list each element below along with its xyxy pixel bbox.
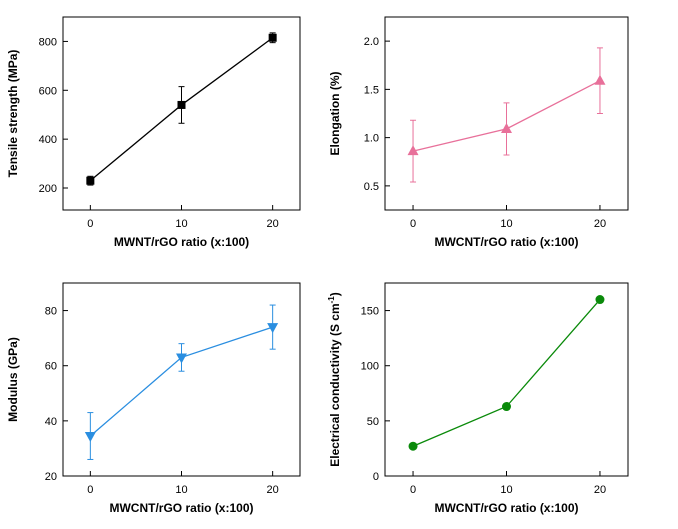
chart-panel-4: 0 10 20 0 50 100 150 MWCNT/rGO ratio (x:100) Ele… — [327, 282, 629, 515]
x-tick-label: 10 — [175, 484, 187, 496]
data-point — [177, 100, 186, 109]
x-tick-label: 0 — [410, 484, 416, 496]
y-tick-label: 2.0 — [364, 36, 379, 48]
data-point — [408, 441, 418, 451]
y-tick-label: 800 — [39, 36, 57, 48]
x-tick-label: 10 — [500, 484, 512, 496]
plot-frame — [384, 282, 629, 477]
x-tick-label: 0 — [87, 484, 93, 496]
x-tick-label: 20 — [594, 484, 606, 496]
y-tick-label: 400 — [39, 134, 57, 146]
y-tick-label: 0.5 — [364, 181, 379, 193]
chart-panel-1: 0 10 20 200 400 600 800 MWNT/rGO ratio (x:100) T… — [6, 16, 301, 249]
data-point — [86, 176, 95, 185]
data-point — [268, 33, 277, 42]
plot-frame — [62, 282, 301, 477]
data-point — [501, 122, 512, 133]
x-axis-label: MWCNT/rGO ratio (x:100) — [109, 501, 253, 515]
y-axis-label-tail: ) — [328, 292, 342, 296]
x-tick-label: 20 — [594, 218, 606, 230]
y-tick-label: 600 — [39, 85, 57, 97]
data-point — [267, 323, 279, 334]
y-tick-label: 200 — [39, 183, 57, 195]
data-point — [594, 74, 606, 85]
x-axis-label: MWCNT/rGO ratio (x:100) — [434, 501, 578, 515]
data-point — [176, 353, 187, 364]
x-tick-label: 10 — [500, 218, 512, 230]
y-tick-label: 60 — [45, 361, 57, 373]
chart-panel-3: 0 10 20 20 40 60 80 MWCNT/rGO ratio (x:100) Modu… — [6, 282, 301, 515]
y-tick-label: 80 — [45, 306, 57, 318]
x-tick-label: 0 — [410, 218, 416, 230]
x-axis-label: MWCNT/rGO ratio (x:100) — [434, 235, 578, 249]
y-axis-label: Modulus (GPa) — [6, 337, 20, 422]
y-tick-label: 150 — [361, 306, 379, 318]
x-tick-label: 20 — [267, 218, 279, 230]
y-axis-label: Tensile strength (MPa) — [6, 50, 20, 178]
y-tick-label: 1.0 — [364, 133, 379, 145]
chart-panel-2: 0 10 20 0.5 1.0 1.5 2.0 MWCNT/rGO ratio (x:100)… — [328, 16, 629, 249]
data-point — [595, 295, 605, 305]
y-axis-label: Elongation (%) — [328, 72, 342, 156]
y-tick-label: 100 — [361, 361, 379, 373]
data-point — [84, 432, 96, 443]
x-tick-label: 0 — [87, 218, 93, 230]
series-line — [412, 299, 601, 447]
x-tick-label: 20 — [267, 484, 279, 496]
data-point — [502, 402, 511, 412]
y-tick-label: 40 — [45, 416, 57, 428]
y-axis-label-superscript: -1 — [327, 296, 336, 304]
data-point — [407, 145, 419, 156]
y-axis-label: Electrical conductivity (S cm-1) — [327, 292, 342, 467]
y-tick-label: 1.5 — [364, 84, 379, 96]
x-axis-label: MWNT/rGO ratio (x:100) — [114, 235, 249, 249]
y-tick-label: 50 — [367, 416, 379, 428]
y-tick-label: 20 — [45, 471, 57, 483]
y-tick-label: 0 — [373, 471, 379, 483]
x-tick-label: 10 — [175, 218, 187, 230]
